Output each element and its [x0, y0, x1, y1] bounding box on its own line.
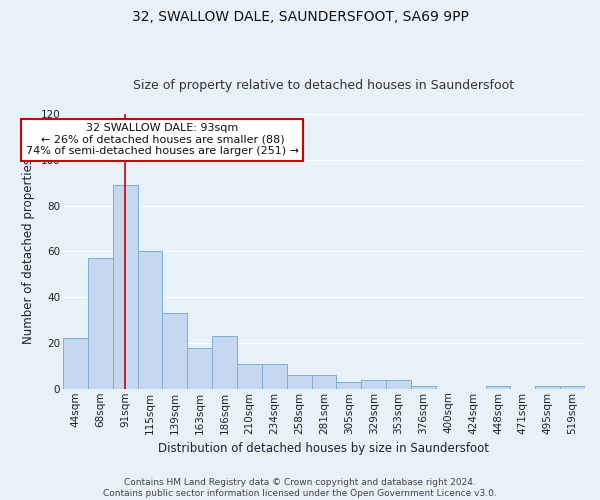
- Text: Contains HM Land Registry data © Crown copyright and database right 2024.
Contai: Contains HM Land Registry data © Crown c…: [103, 478, 497, 498]
- Y-axis label: Number of detached properties: Number of detached properties: [22, 158, 35, 344]
- Bar: [88, 258, 113, 389]
- Bar: [485, 386, 511, 389]
- X-axis label: Distribution of detached houses by size in Saundersfoot: Distribution of detached houses by size …: [158, 442, 490, 455]
- Text: 32 SWALLOW DALE: 93sqm
← 26% of detached houses are smaller (88)
74% of semi-det: 32 SWALLOW DALE: 93sqm ← 26% of detached…: [26, 123, 299, 156]
- Text: 32, SWALLOW DALE, SAUNDERSFOOT, SA69 9PP: 32, SWALLOW DALE, SAUNDERSFOOT, SA69 9PP: [131, 10, 469, 24]
- Title: Size of property relative to detached houses in Saundersfoot: Size of property relative to detached ho…: [133, 79, 515, 92]
- Bar: [411, 386, 436, 389]
- Bar: [212, 336, 237, 389]
- Bar: [187, 348, 212, 389]
- Bar: [163, 313, 187, 389]
- Bar: [560, 386, 585, 389]
- Bar: [386, 380, 411, 389]
- Bar: [63, 338, 88, 389]
- Bar: [137, 252, 163, 389]
- Bar: [311, 375, 337, 389]
- Bar: [535, 386, 560, 389]
- Bar: [113, 185, 137, 389]
- Bar: [361, 380, 386, 389]
- Bar: [262, 364, 287, 389]
- Bar: [287, 375, 311, 389]
- Bar: [237, 364, 262, 389]
- Bar: [337, 382, 361, 389]
